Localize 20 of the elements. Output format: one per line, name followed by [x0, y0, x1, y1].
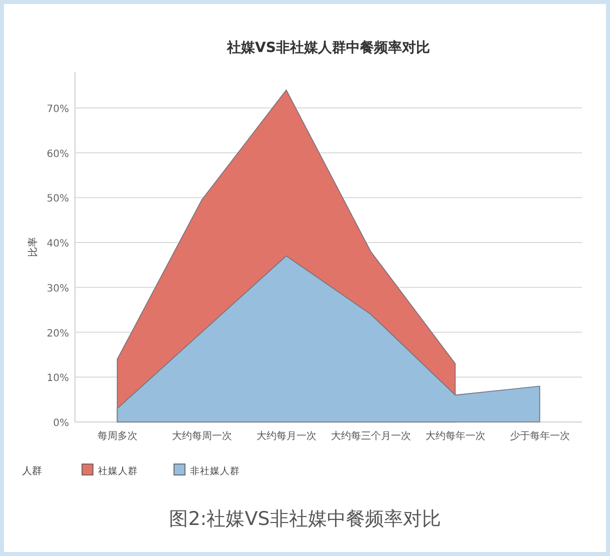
y-tick-label: 40% — [46, 238, 69, 250]
y-tick-label: 70% — [46, 104, 69, 115]
legend-title: 人群 — [22, 465, 42, 477]
y-axis-title: 比率 — [27, 237, 39, 257]
y-tick-label: 10% — [46, 373, 69, 384]
legend-label: 非社媒人群 — [190, 465, 240, 477]
x-tick-label: 大约每周一次 — [172, 430, 232, 442]
x-tick-label: 大约每月一次 — [256, 430, 316, 442]
chart-title: 社媒VS非社媒人群中餐频率对比 — [226, 39, 430, 56]
x-tick-label: 大约每三个月一次 — [330, 430, 411, 442]
x-tick-label: 少于每年一次 — [510, 430, 570, 442]
legend-label: 社媒人群 — [98, 465, 138, 477]
x-tick-label: 每周多次 — [97, 430, 138, 442]
y-tick-label: 30% — [46, 283, 69, 294]
caption: 图2:社媒VS非社媒中餐频率对比 — [169, 508, 441, 530]
y-tick-label: 0% — [53, 418, 69, 429]
y-tick-label: 20% — [46, 328, 69, 340]
y-tick-label: 60% — [46, 148, 69, 160]
y-tick-label: 50% — [46, 194, 69, 205]
x-tick-label: 大约每年一次 — [425, 430, 486, 442]
